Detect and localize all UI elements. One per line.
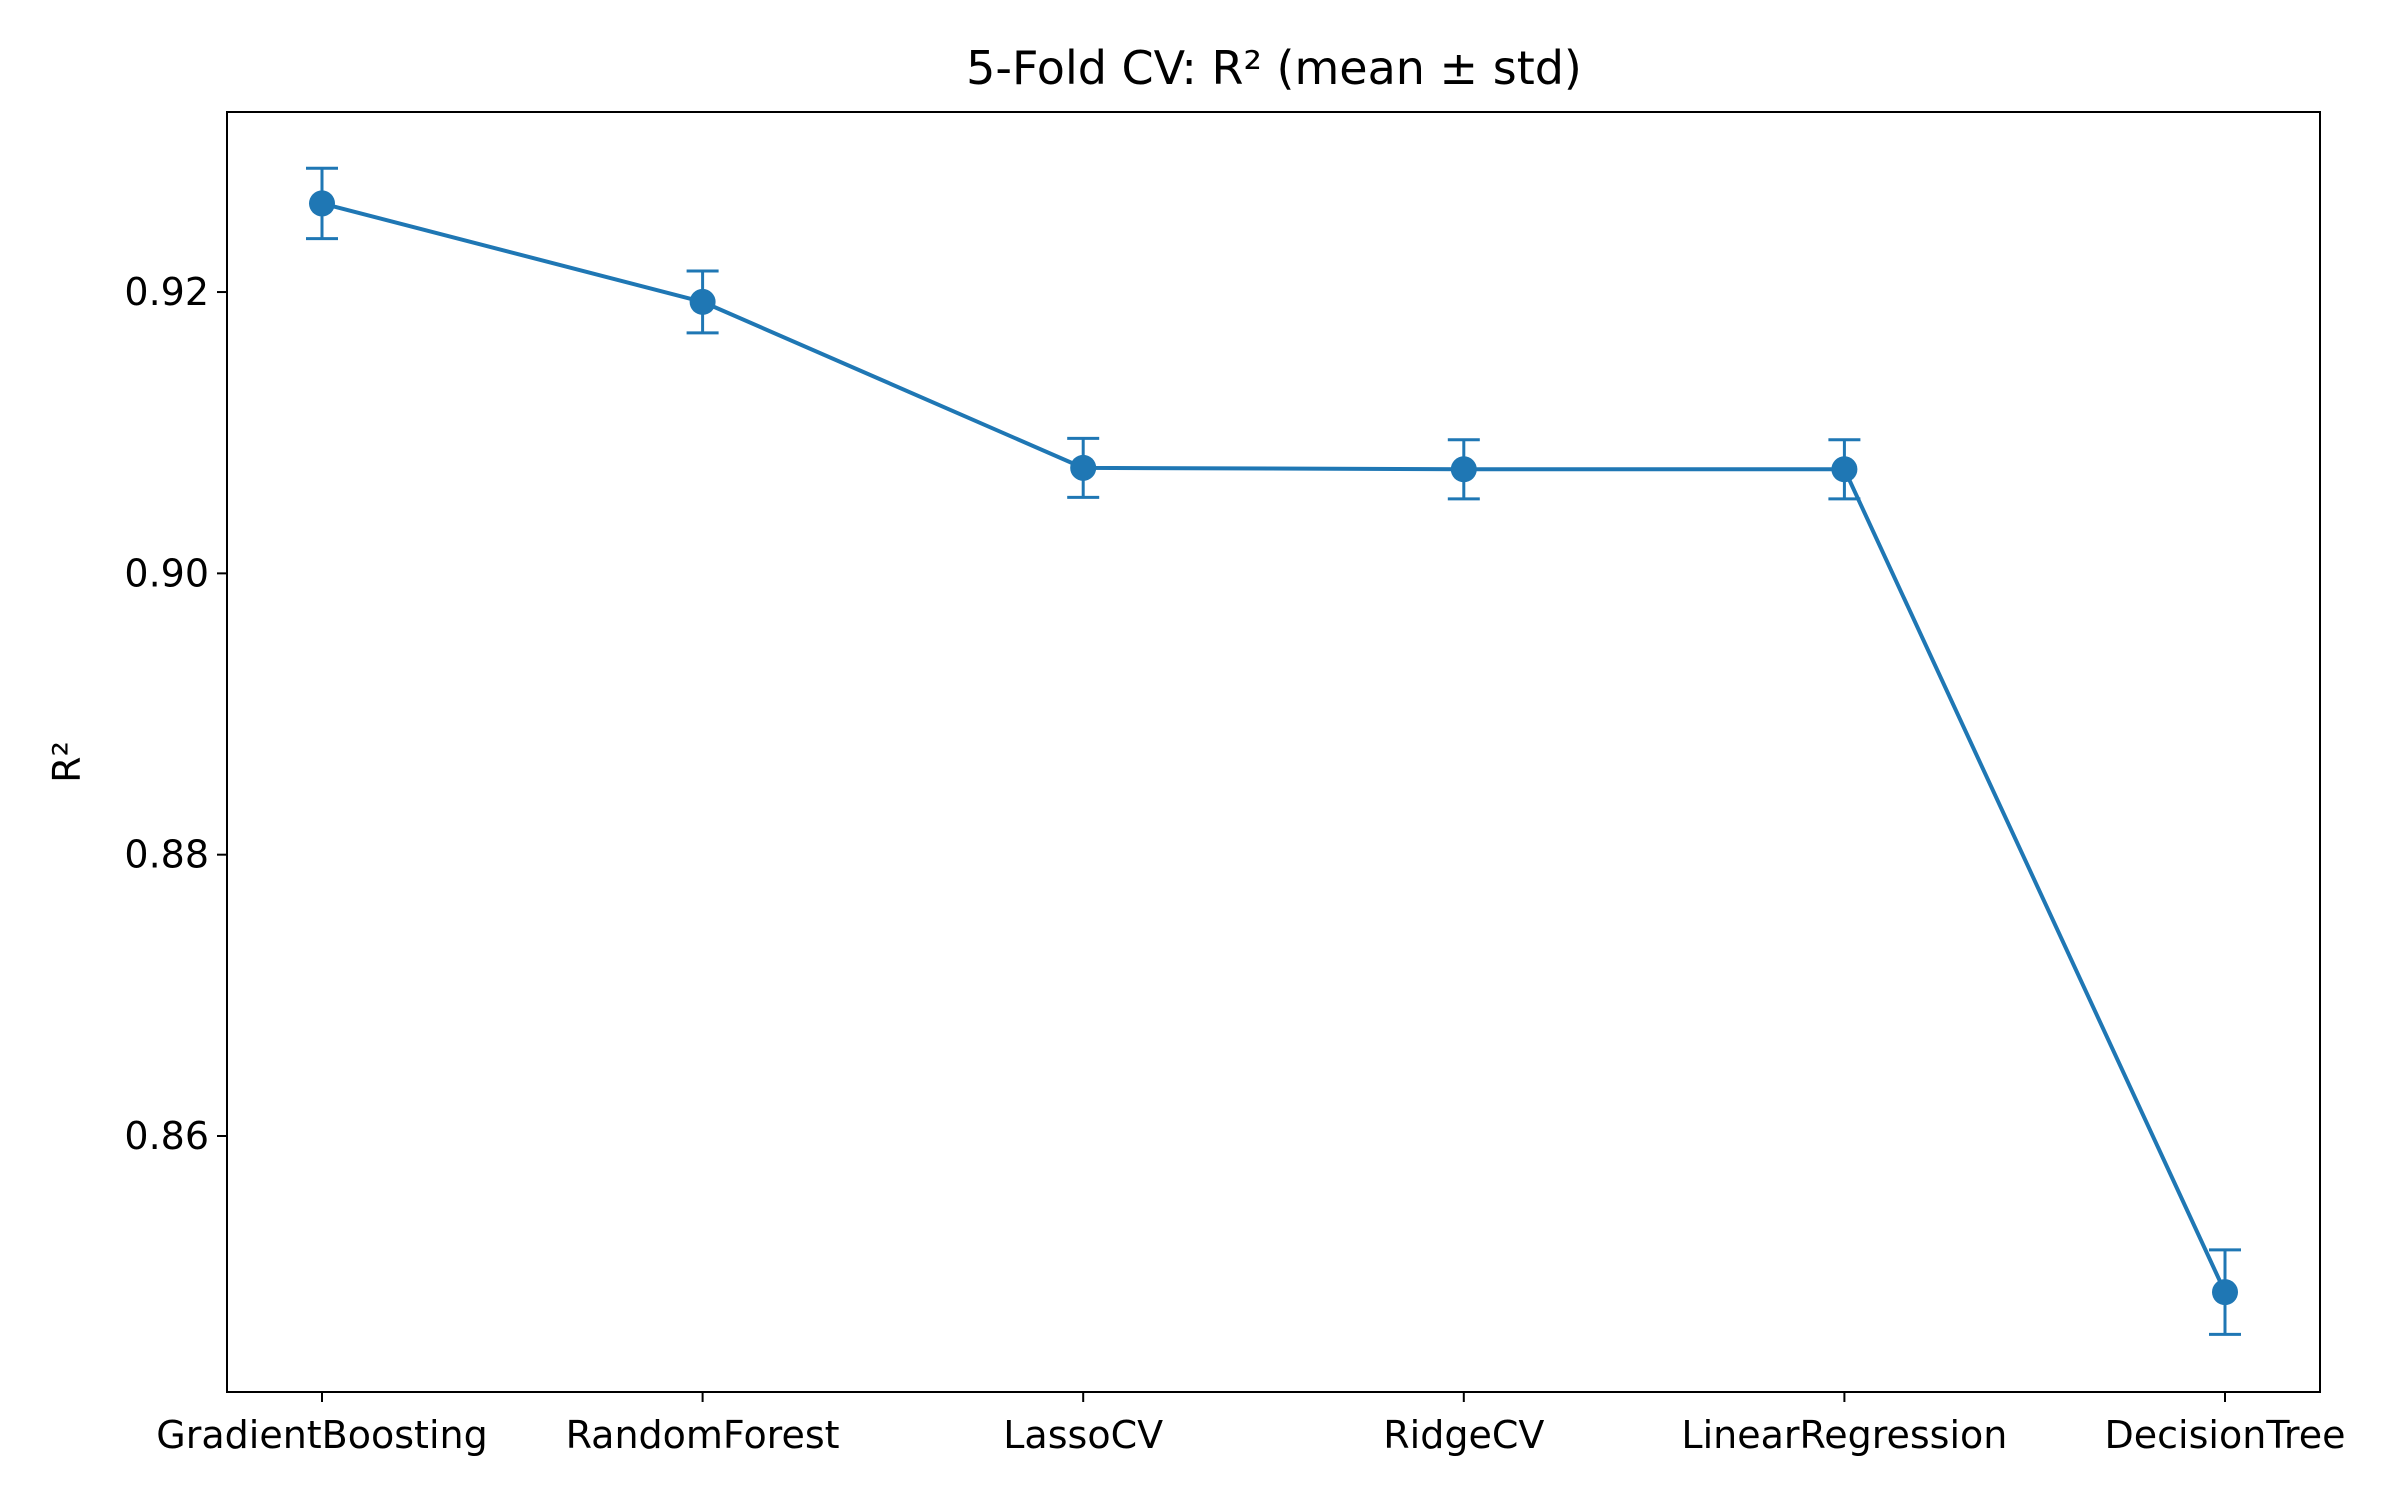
data-point: [1070, 454, 1097, 481]
x-tick-label: LinearRegression: [1681, 1413, 2007, 1457]
data-point: [689, 288, 716, 315]
y-tick-label: 0.92: [124, 270, 209, 314]
plot-area: 0.86 0.88 0.90 0.92 GradientBoosting RandomFo…: [124, 111, 2346, 1457]
x-tick-label: LassoCV: [1003, 1413, 1163, 1457]
data-point: [1450, 456, 1477, 483]
y-axis-label: R²: [45, 741, 89, 783]
x-tick-label: RidgeCV: [1383, 1413, 1544, 1457]
plot-frame: [226, 111, 2321, 1393]
x-tick-label: RandomForest: [566, 1413, 840, 1457]
series-line: [321, 201, 2227, 1293]
data-point: [309, 190, 335, 217]
data-point: [2212, 1279, 2238, 1306]
y-tick-label: 0.90: [124, 551, 209, 595]
x-tick-label: GradientBoosting: [156, 1413, 487, 1457]
data-point: [1831, 456, 1858, 483]
y-tick-label: 0.88: [124, 833, 209, 877]
y-tick-label: 0.86: [124, 1114, 209, 1158]
chart-title: 5-Fold CV: R² (mean ± std): [966, 41, 1582, 95]
x-tick-label: DecisionTree: [2105, 1413, 2346, 1457]
